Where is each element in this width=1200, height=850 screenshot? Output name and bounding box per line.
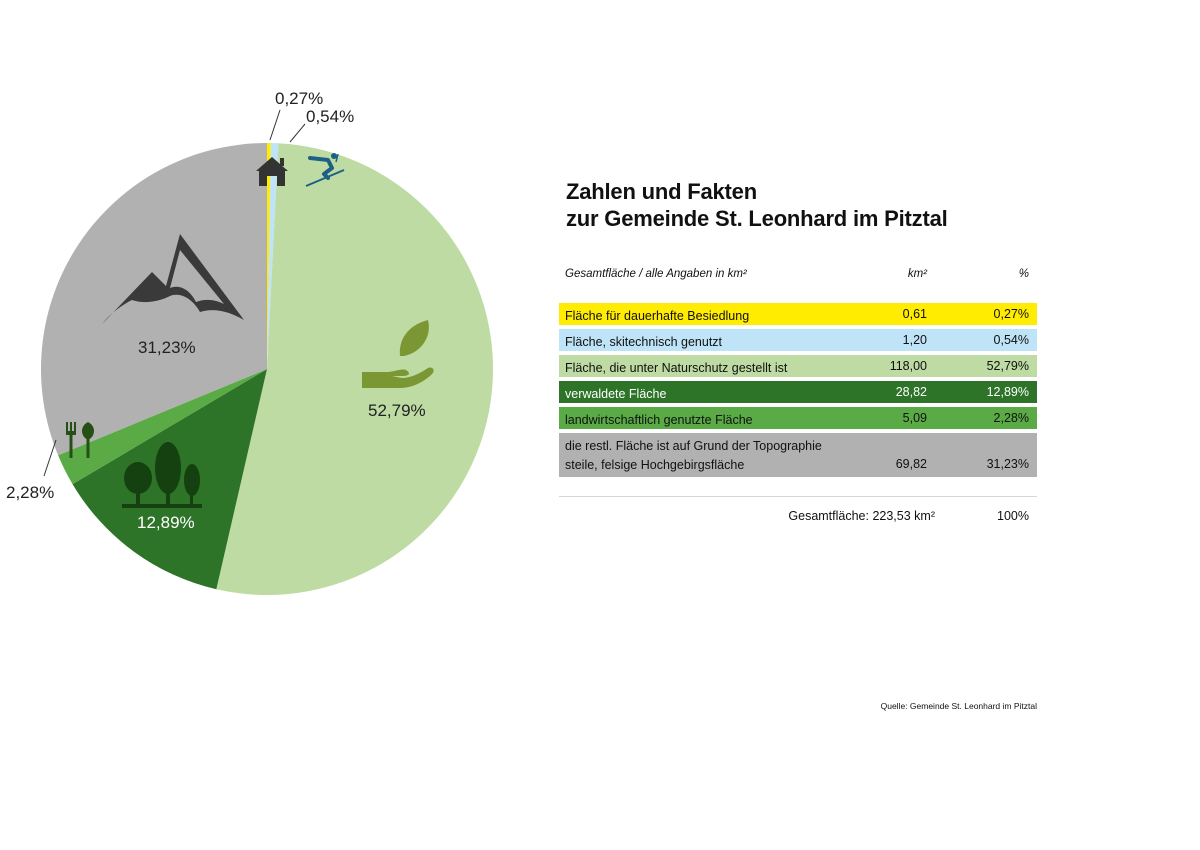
- row-pct: 0,54%: [993, 333, 1029, 347]
- row-pct: 31,23%: [986, 457, 1029, 471]
- row-label: Fläche für dauerhafte Besiedlung: [565, 309, 750, 323]
- row-km: 69,82: [895, 457, 927, 471]
- row-km: 5,09: [902, 411, 927, 425]
- table-row: Fläche, die unter Naturschutz gestellt i…: [559, 355, 1037, 377]
- skier-icon: [305, 153, 345, 187]
- pie-slice-settlement: [267, 143, 271, 369]
- hand-leaf-icon: [362, 320, 434, 388]
- title-line-2: zur Gemeinde St. Leonhard im Pitztal: [566, 206, 948, 231]
- row-label: Fläche, die unter Naturschutz gestellt i…: [565, 361, 788, 375]
- house-icon: [256, 157, 288, 186]
- label-forest-pct: 12,89%: [137, 513, 195, 532]
- label-nature-pct: 52,79%: [368, 401, 426, 420]
- trees-icon: [122, 442, 202, 508]
- table-row: Fläche für dauerhafte Besiedlung 0,61 0,…: [559, 303, 1037, 325]
- leader-line-agriculture: [43, 439, 57, 477]
- table-row: landwirtschaftlich genutzte Fläche 5,09 …: [559, 407, 1037, 429]
- label-agriculture-pct: 2,28%: [6, 483, 54, 502]
- row-pct: 12,89%: [986, 385, 1029, 399]
- row-label-line-2: steile, felsige Hochgebirgsfläche: [565, 458, 745, 472]
- garden-tools-icon: [66, 422, 94, 458]
- row-km: 118,00: [889, 359, 927, 373]
- row-km: 28,82: [895, 385, 927, 399]
- page-title: Zahlen und Fakten zur Gemeinde St. Leonh…: [566, 178, 948, 232]
- leader-line-settlement: [269, 109, 281, 141]
- row-label: landwirtschaftlich genutzte Fläche: [565, 413, 753, 427]
- label-settlement-pct: 0,27%: [275, 89, 323, 108]
- table-row: Fläche, skitechnisch genutzt 1,20 0,54%: [559, 329, 1037, 351]
- header-pct: %: [1018, 268, 1029, 280]
- row-pct: 52,79%: [986, 359, 1029, 373]
- row-label-line-1: die restl. Fläche ist auf Grund der Topo…: [565, 439, 822, 453]
- label-mountain-pct: 31,23%: [138, 338, 196, 357]
- title-line-1: Zahlen und Fakten: [566, 179, 757, 204]
- header-label: Gesamtfläche / alle Angaben in km²: [565, 268, 747, 280]
- row-km: 0,61: [902, 307, 927, 321]
- pie-slice-nature: [216, 143, 493, 595]
- row-label: Fläche, skitechnisch genutzt: [565, 335, 723, 349]
- table-divider: [559, 496, 1037, 497]
- table-row: die restl. Fläche ist auf Grund der Topo…: [559, 433, 1037, 477]
- row-pct: 0,27%: [993, 307, 1029, 321]
- table-row: verwaldete Fläche 28,82 12,89%: [559, 381, 1037, 403]
- leader-line-ski: [289, 123, 306, 143]
- pie-slice-ski: [267, 143, 279, 369]
- row-label: verwaldete Fläche: [565, 387, 667, 401]
- source-note: Quelle: Gemeinde St. Leonhard im Pitztal: [880, 701, 1037, 711]
- mountain-icon: [102, 234, 244, 324]
- facts-table: Gesamtfläche / alle Angaben in km² km² %…: [559, 262, 1037, 481]
- label-ski-pct: 0,54%: [306, 107, 354, 126]
- row-km: 1,20: [902, 333, 927, 347]
- total-label: Gesamtfläche: 223,53 km²: [788, 509, 935, 523]
- total-pct: 100%: [997, 509, 1029, 523]
- pie-slice-agriculture: [58, 369, 267, 485]
- row-label: die restl. Fläche ist auf Grund der Topo…: [565, 437, 865, 475]
- header-km: km²: [907, 268, 927, 280]
- table-header: Gesamtfläche / alle Angaben in km² km² %: [559, 262, 1037, 288]
- row-pct: 2,28%: [993, 411, 1029, 425]
